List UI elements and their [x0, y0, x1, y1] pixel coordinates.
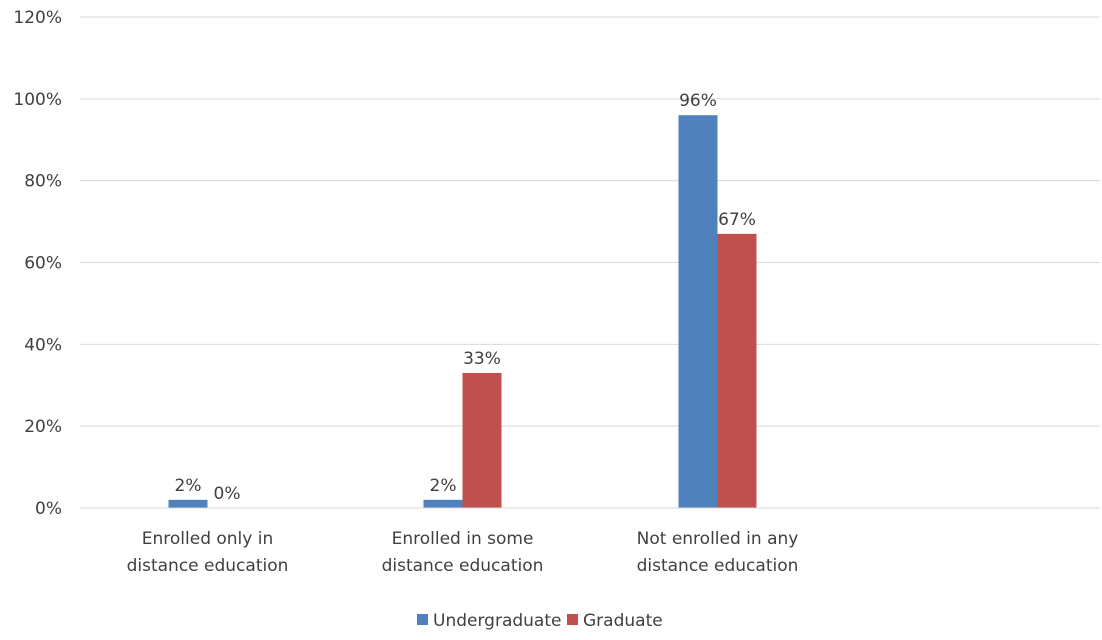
bar-undergraduate: [168, 499, 208, 508]
legend-swatch-graduate: [567, 614, 578, 625]
data-label: 33%: [463, 349, 501, 369]
data-label: 96%: [679, 91, 717, 111]
gridlines: [80, 16, 1100, 427]
y-tick-label: 120%: [13, 8, 62, 28]
legend-label-undergraduate: Undergraduate: [433, 611, 561, 631]
data-labels: 2% 0% 2% 33% 96% 67%: [175, 91, 756, 504]
category-labels: Enrolled only in distance education Enroll…: [127, 529, 799, 576]
y-tick-label: 100%: [13, 90, 62, 110]
legend-swatch-undergraduate: [417, 614, 428, 625]
x-category-label: distance education: [382, 556, 544, 576]
bar-undergraduate: [423, 499, 463, 508]
x-category-label: Not enrolled in any: [637, 529, 799, 549]
x-category-label: distance education: [637, 556, 799, 576]
data-label: 67%: [718, 210, 756, 230]
x-category-label: Enrolled only in: [142, 529, 274, 549]
x-category-label: Enrolled in some: [392, 529, 534, 549]
y-axis-ticks: 0% 20% 40% 60% 80% 100% 120%: [13, 8, 62, 519]
y-tick-label: 20%: [24, 417, 62, 437]
legend: Undergraduate Graduate: [417, 611, 663, 631]
bar-graduate: [462, 372, 502, 508]
data-label: 2%: [430, 476, 457, 496]
y-tick-label: 0%: [35, 499, 62, 519]
y-tick-label: 80%: [24, 172, 62, 192]
bar-undergraduate: [678, 115, 718, 508]
bar-graduate: [717, 233, 757, 508]
bars: [168, 115, 757, 508]
legend-label-graduate: Graduate: [583, 611, 663, 631]
y-tick-label: 40%: [24, 335, 62, 355]
data-label: 2%: [175, 476, 202, 496]
data-label: 0%: [214, 484, 241, 504]
x-category-label: distance education: [127, 556, 289, 576]
y-tick-label: 60%: [24, 254, 62, 274]
